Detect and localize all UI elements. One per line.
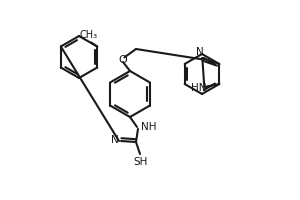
Text: N: N: [111, 135, 119, 145]
Text: SH: SH: [134, 157, 148, 167]
Text: HN: HN: [190, 83, 206, 93]
Text: O: O: [118, 55, 127, 65]
Text: CH₃: CH₃: [79, 29, 97, 40]
Text: N: N: [196, 47, 204, 57]
Text: NH: NH: [141, 122, 157, 132]
